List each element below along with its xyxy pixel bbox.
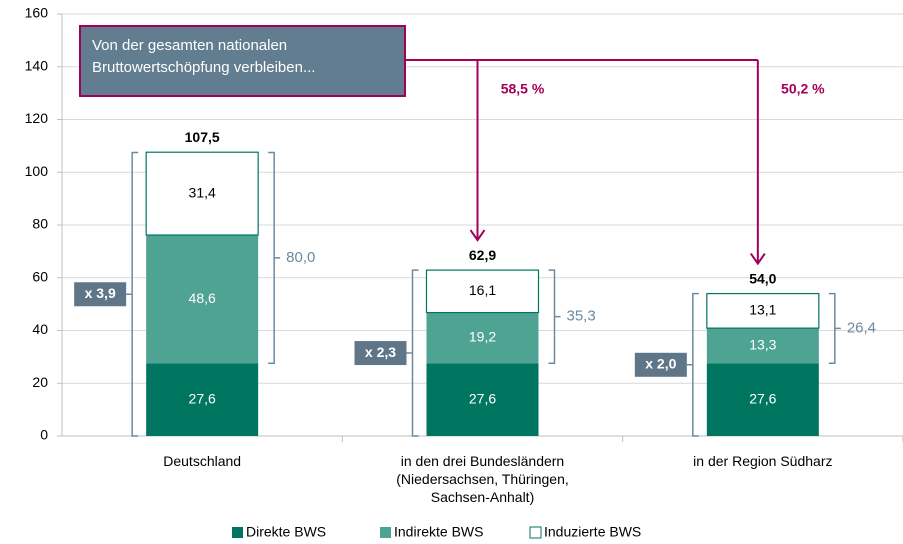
bar-segment <box>425 269 540 314</box>
callout-box <box>79 25 406 97</box>
data-label: 31,4 <box>189 184 216 200</box>
x-tick-label: in den drei Bundesländern (Niedersachsen,… <box>396 453 569 505</box>
data-label: 19,2 <box>469 329 496 345</box>
share-label: 58,5 % <box>501 81 545 97</box>
multiplier-label: x 2,0 <box>645 355 676 371</box>
y-tick-label: 20 <box>32 374 48 390</box>
total-label: 107,5 <box>185 129 220 145</box>
bracket <box>828 292 841 364</box>
bar-segment <box>706 328 819 364</box>
bar-segment <box>706 292 820 329</box>
multiplier-bracket <box>406 269 419 437</box>
legend-label: Indirekte BWS <box>394 524 483 540</box>
y-tick-label: 160 <box>25 5 49 21</box>
x-tick-label: in der Region Südharz <box>693 453 832 469</box>
bracket <box>268 151 281 364</box>
bar-segment <box>706 363 819 436</box>
data-label: 27,6 <box>469 390 496 406</box>
total-label: 54,0 <box>749 270 776 286</box>
bracket <box>548 269 561 364</box>
multiplier-box <box>354 341 407 366</box>
bar-segment <box>146 235 259 364</box>
bracket-label: 35,3 <box>567 308 596 325</box>
multiplier-box <box>74 282 127 307</box>
multiplier-box <box>634 352 687 377</box>
legend-swatch <box>232 527 243 538</box>
legend-label: Direkte BWS <box>246 524 326 540</box>
legend-label: Induzierte BWS <box>544 524 641 540</box>
multiplier-bracket <box>126 151 139 437</box>
data-label: 13,3 <box>749 336 776 352</box>
y-tick-label: 120 <box>25 110 49 126</box>
legend-swatch <box>529 526 542 539</box>
data-label: 27,6 <box>749 390 776 406</box>
legend-swatch <box>380 527 391 538</box>
callout-arrow <box>750 60 766 266</box>
callout-arrow <box>469 60 486 242</box>
x-tick-label: Deutschland <box>163 453 241 469</box>
bar-segment <box>145 151 259 236</box>
multiplier-label: x 3,9 <box>85 285 116 301</box>
data-label: 16,1 <box>469 282 496 298</box>
bar-segment <box>426 363 539 436</box>
data-label: 27,6 <box>189 390 216 406</box>
data-label: 13,1 <box>749 302 776 318</box>
y-tick-label: 140 <box>25 57 49 73</box>
bar-segment <box>146 363 259 436</box>
y-tick-label: 0 <box>40 427 48 443</box>
bar-segment <box>426 312 539 364</box>
multiplier-bracket <box>686 292 699 437</box>
y-tick-label: 40 <box>32 321 48 337</box>
bracket-label: 80,0 <box>286 249 315 266</box>
callout-text: Von der gesamten nationalen Bruttowertsch… <box>92 37 315 76</box>
y-tick-label: 80 <box>32 216 48 232</box>
y-tick-label: 100 <box>25 163 49 179</box>
bracket-label: 26,4 <box>847 319 876 336</box>
share-label: 50,2 % <box>781 81 825 97</box>
y-tick-label: 60 <box>32 268 48 284</box>
multiplier-label: x 2,3 <box>365 344 396 360</box>
total-label: 62,9 <box>469 247 496 263</box>
data-label: 48,6 <box>189 290 216 306</box>
